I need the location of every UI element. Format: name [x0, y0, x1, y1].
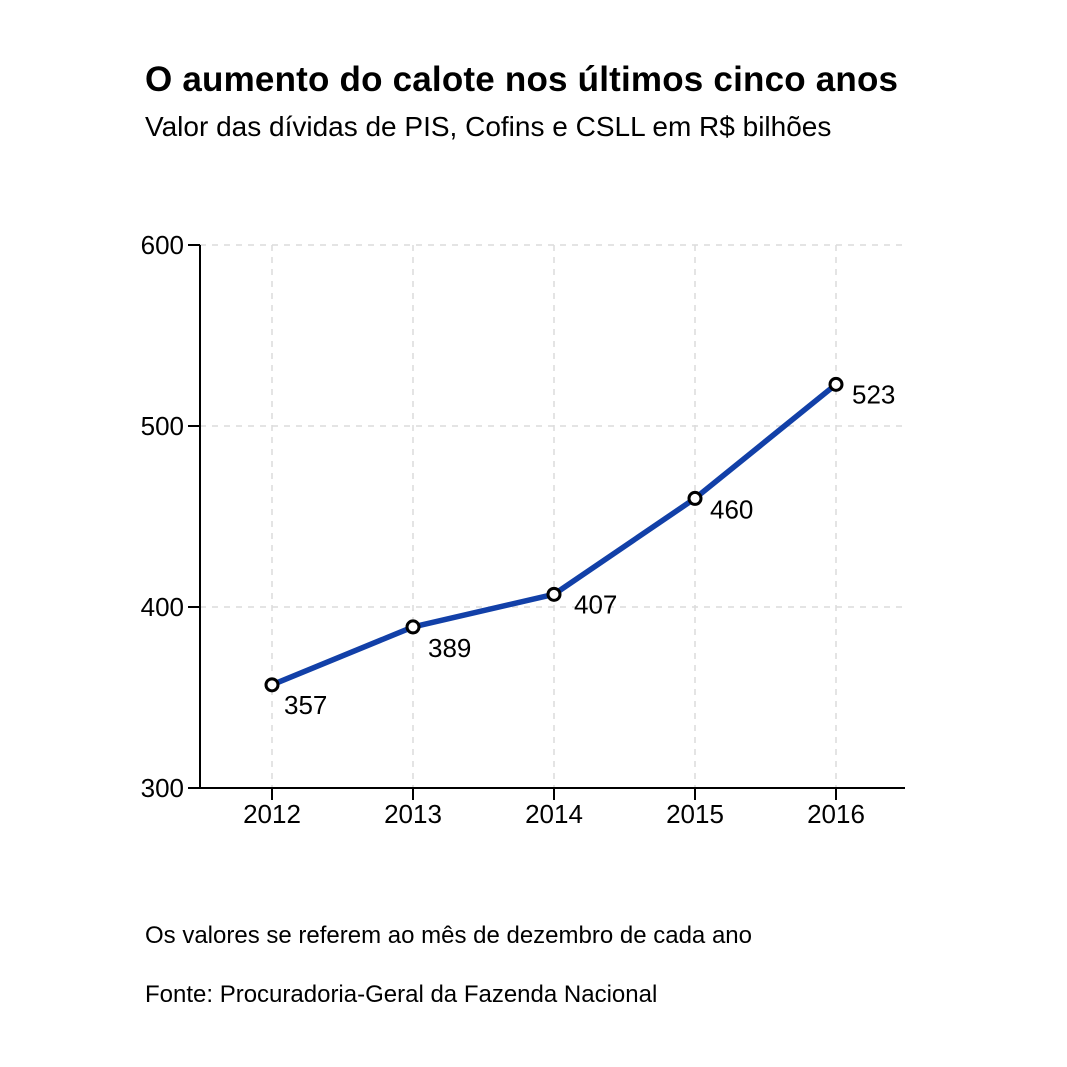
point-label-2012: 357 — [284, 690, 327, 720]
y-tick-label-300: 300 — [141, 773, 184, 803]
data-point-2013 — [405, 619, 421, 635]
point-label-2015: 460 — [710, 494, 753, 524]
chart-title: O aumento do calote nos últimos cinco an… — [145, 60, 899, 99]
data-point-2015 — [687, 490, 703, 506]
x-tick-label-2013: 2013 — [384, 799, 442, 829]
x-tick-label-2016: 2016 — [807, 799, 865, 829]
data-point-2016 — [828, 376, 844, 392]
y-tick-label-400: 400 — [141, 592, 184, 622]
data-point-2012 — [264, 677, 280, 693]
point-label-2014: 407 — [574, 589, 617, 619]
chart-source: Fonte: Procuradoria-Geral da Fazenda Nac… — [145, 981, 658, 1008]
y-tick-label-600: 600 — [141, 230, 184, 260]
chart-footnote-wrap: Os valores se referem ao mês de dezembro… — [145, 922, 945, 950]
data-point-2014 — [546, 586, 562, 602]
chart-subtitle: Valor das dívidas de PIS, Cofins e CSLL … — [145, 111, 832, 142]
y-tick-label-500: 500 — [141, 411, 184, 441]
chart-header: O aumento do calote nos últimos cinco an… — [145, 60, 1005, 143]
x-tick-label-2015: 2015 — [666, 799, 724, 829]
point-label-2013: 389 — [428, 633, 471, 663]
chart-footnote: Os valores se referem ao mês de dezembro… — [145, 922, 752, 949]
x-tick-label-2012: 2012 — [243, 799, 301, 829]
x-tick-label-2014: 2014 — [525, 799, 583, 829]
chart-source-wrap: Fonte: Procuradoria-Geral da Fazenda Nac… — [145, 981, 945, 1009]
point-label-2016: 523 — [852, 379, 895, 409]
